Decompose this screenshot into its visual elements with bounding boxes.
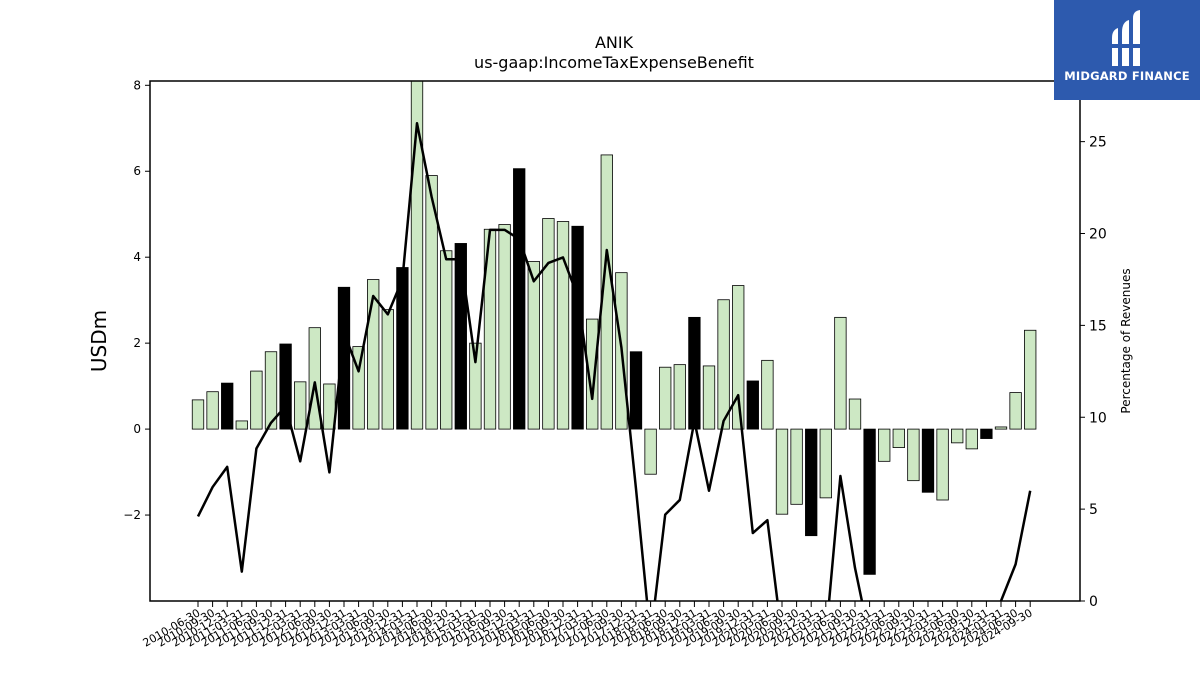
y-tick-label: 2 [133, 336, 141, 350]
bar-2023-09-30 [965, 428, 978, 450]
bar-2024-03-31 [994, 426, 1008, 430]
y2-tick-label: 20 [1089, 227, 1107, 243]
y2-tick-label: 25 [1089, 135, 1107, 151]
y2-tick-label: 0 [1089, 594, 1098, 610]
bar-2010-09-30 [206, 391, 219, 430]
bar-2024-06-30 [1009, 392, 1022, 430]
y2-tick-label: 5 [1089, 502, 1098, 518]
bar-2023-03-31 [936, 428, 949, 501]
bar-series [191, 81, 1037, 575]
bar-2016-03-31 [527, 261, 540, 430]
bar-2016-09-30 [556, 221, 570, 430]
bar-2024-09-30 [1024, 329, 1037, 430]
bar-2021-12-31 [863, 428, 876, 575]
bar-2010-12-31 [221, 382, 234, 430]
bar-2017-03-31 [586, 318, 599, 430]
bar-2013-06-30 [367, 279, 380, 430]
bar-2014-09-30 [440, 250, 453, 430]
line-series [196, 122, 1032, 601]
bar-2022-06-30 [892, 428, 905, 448]
bar-2018-03-31 [644, 428, 657, 475]
bar-2020-06-30 [775, 428, 789, 515]
bar-2019-06-30 [717, 299, 730, 430]
y-tick-label: 6 [133, 164, 141, 178]
bar-2022-03-31 [878, 428, 891, 462]
bar-2019-12-31 [746, 380, 759, 430]
brand-logo: MIDGARD FINANCE [1054, 0, 1200, 100]
bar-2012-12-31 [337, 286, 351, 430]
bar-2015-12-31 [513, 168, 526, 430]
bar-2019-03-31 [702, 365, 716, 430]
bar-2016-06-30 [542, 218, 555, 430]
bar-2014-03-31 [410, 81, 424, 430]
y-tick-label: 8 [133, 78, 141, 92]
bar-2012-06-30 [308, 327, 321, 430]
bar-2020-09-30 [790, 428, 803, 505]
y-tick-label: −2 [123, 508, 141, 522]
bar-2012-03-31 [294, 381, 307, 430]
bar-2021-03-31 [819, 428, 832, 499]
bar-2023-12-31 [980, 428, 993, 439]
bar-2018-12-31 [688, 316, 701, 430]
bar-2013-03-31 [352, 346, 365, 430]
bar-2018-06-30 [659, 366, 672, 430]
bar-2013-09-30 [381, 309, 394, 430]
midgard-logo-icon [1110, 10, 1144, 66]
x-axis: 2010-06-302010-09-302010-12-312011-03-31… [141, 601, 1035, 650]
bar-2018-09-30 [673, 364, 686, 430]
y-axis-left: −2 0 2 4 6 8 [123, 78, 150, 522]
bar-2015-09-30 [498, 224, 511, 430]
bar-2021-09-30 [848, 398, 862, 430]
bar-2021-06-30 [834, 316, 847, 430]
bar-2020-03-31 [761, 359, 774, 430]
y2-tick-label: 15 [1089, 318, 1107, 334]
y2-tick-label: 10 [1089, 410, 1107, 426]
percentage-line [196, 122, 1032, 601]
bar-2015-03-31 [469, 342, 482, 430]
bar-2022-12-31 [921, 428, 935, 493]
y-tick-label: 0 [133, 422, 141, 436]
bar-2011-12-31 [279, 343, 292, 430]
y2-axis-label: Percentage of Revenues [1119, 268, 1133, 413]
bar-2010-06-30 [191, 399, 205, 430]
bar-2014-06-30 [425, 175, 438, 430]
bar-2011-03-31 [235, 420, 248, 430]
plot-frame [149, 80, 1081, 602]
y-tick-label: 4 [133, 250, 141, 264]
bar-2022-09-30 [907, 428, 920, 482]
bar-2011-06-30 [250, 370, 263, 430]
bar-2017-12-31 [629, 351, 643, 430]
bar-2014-12-31 [454, 243, 467, 430]
logo-text: MIDGARD FINANCE [1064, 69, 1190, 83]
y-axis-right: 0 5 10 15 20 25 [1080, 135, 1107, 610]
y-axis-label: USDm [87, 310, 111, 372]
bar-2020-12-31 [805, 428, 818, 537]
bar-2011-09-30 [264, 351, 278, 430]
bar-2023-06-30 [951, 428, 964, 444]
chart-title: ANIK [595, 33, 634, 52]
chart-subtitle: us-gaap:IncomeTaxExpenseBenefit [474, 53, 754, 72]
bar-2019-09-30 [732, 285, 745, 430]
